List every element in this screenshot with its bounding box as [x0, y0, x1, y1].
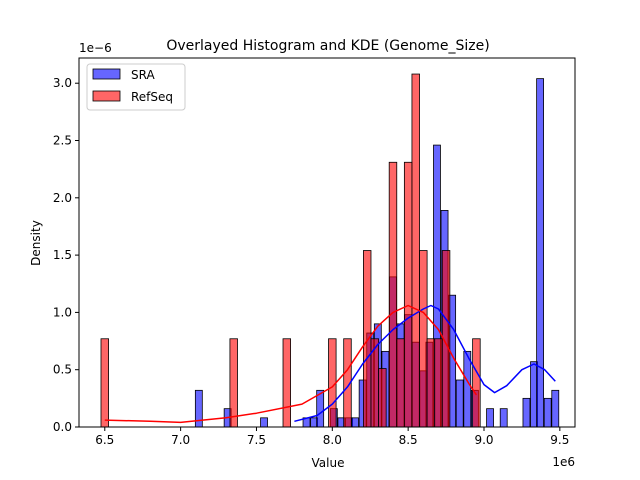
bar-refseq [411, 73, 420, 428]
legend-label-refseq: RefSeq [131, 90, 173, 104]
y-offset-label: 1e−6 [79, 41, 112, 55]
x-tick-label: 9.5 [550, 433, 569, 447]
x-tick-label: 7.0 [171, 433, 190, 447]
y-tick-label: 1.0 [53, 305, 72, 319]
y-axis-label: Density [29, 220, 43, 266]
bar-refseq [434, 338, 443, 428]
bar-sra [463, 350, 472, 428]
x-axis-label: Value [312, 456, 345, 470]
x-tick-label: 7.5 [247, 433, 266, 447]
bar-sra [551, 389, 560, 428]
bar-refseq [419, 250, 428, 428]
bar-refseq [472, 338, 481, 428]
legend-label-sra: SRA [131, 68, 155, 82]
bar-refseq [282, 338, 291, 428]
chart-title: Overlayed Histogram and KDE (Genome_Size… [166, 38, 489, 54]
bar-refseq [403, 161, 413, 428]
legend: SRA RefSeq [86, 63, 186, 111]
y-axis: 0.0 0.5 1.0 1.5 2.0 2.5 3.0 [53, 76, 79, 434]
bar-sra [455, 379, 464, 428]
bar-refseq [396, 338, 405, 428]
bar-sra [536, 78, 545, 428]
legend-swatch-refseq [92, 90, 121, 102]
bar-sra [260, 417, 268, 428]
y-tick-label: 1.5 [53, 248, 72, 262]
bar-refseq [100, 338, 109, 428]
y-tick-label: 0.5 [53, 363, 72, 377]
bar-refseq [426, 338, 436, 428]
axes-frame [78, 57, 576, 428]
bar-refseq [388, 161, 398, 428]
bar-sra [522, 397, 531, 428]
x-axis: 6.5 7.0 7.5 8.0 8.5 9.0 9.5 [95, 427, 569, 447]
x-tick-label: 9.0 [474, 433, 493, 447]
bar-refseq [363, 250, 372, 428]
x-offset-label: 1e6 [552, 455, 575, 469]
x-tick-label: 8.5 [399, 433, 418, 447]
x-tick-label: 8.0 [323, 433, 342, 447]
bar-refseq [378, 368, 387, 428]
y-tick-label: 0.0 [53, 420, 72, 434]
y-tick-label: 2.0 [53, 191, 72, 205]
bar-sra [486, 408, 494, 428]
plot-area [100, 73, 560, 428]
y-tick-label: 3.0 [53, 76, 72, 90]
bar-sra [543, 397, 552, 428]
bar-sra [351, 417, 359, 428]
kde-line-refseq [104, 304, 478, 424]
y-tick-label: 2.5 [53, 134, 72, 148]
bar-refseq [229, 338, 238, 428]
kde-line-sra [294, 304, 556, 423]
legend-swatch-sra [92, 68, 121, 80]
x-tick-label: 6.5 [95, 433, 114, 447]
bar-sra [499, 408, 508, 428]
